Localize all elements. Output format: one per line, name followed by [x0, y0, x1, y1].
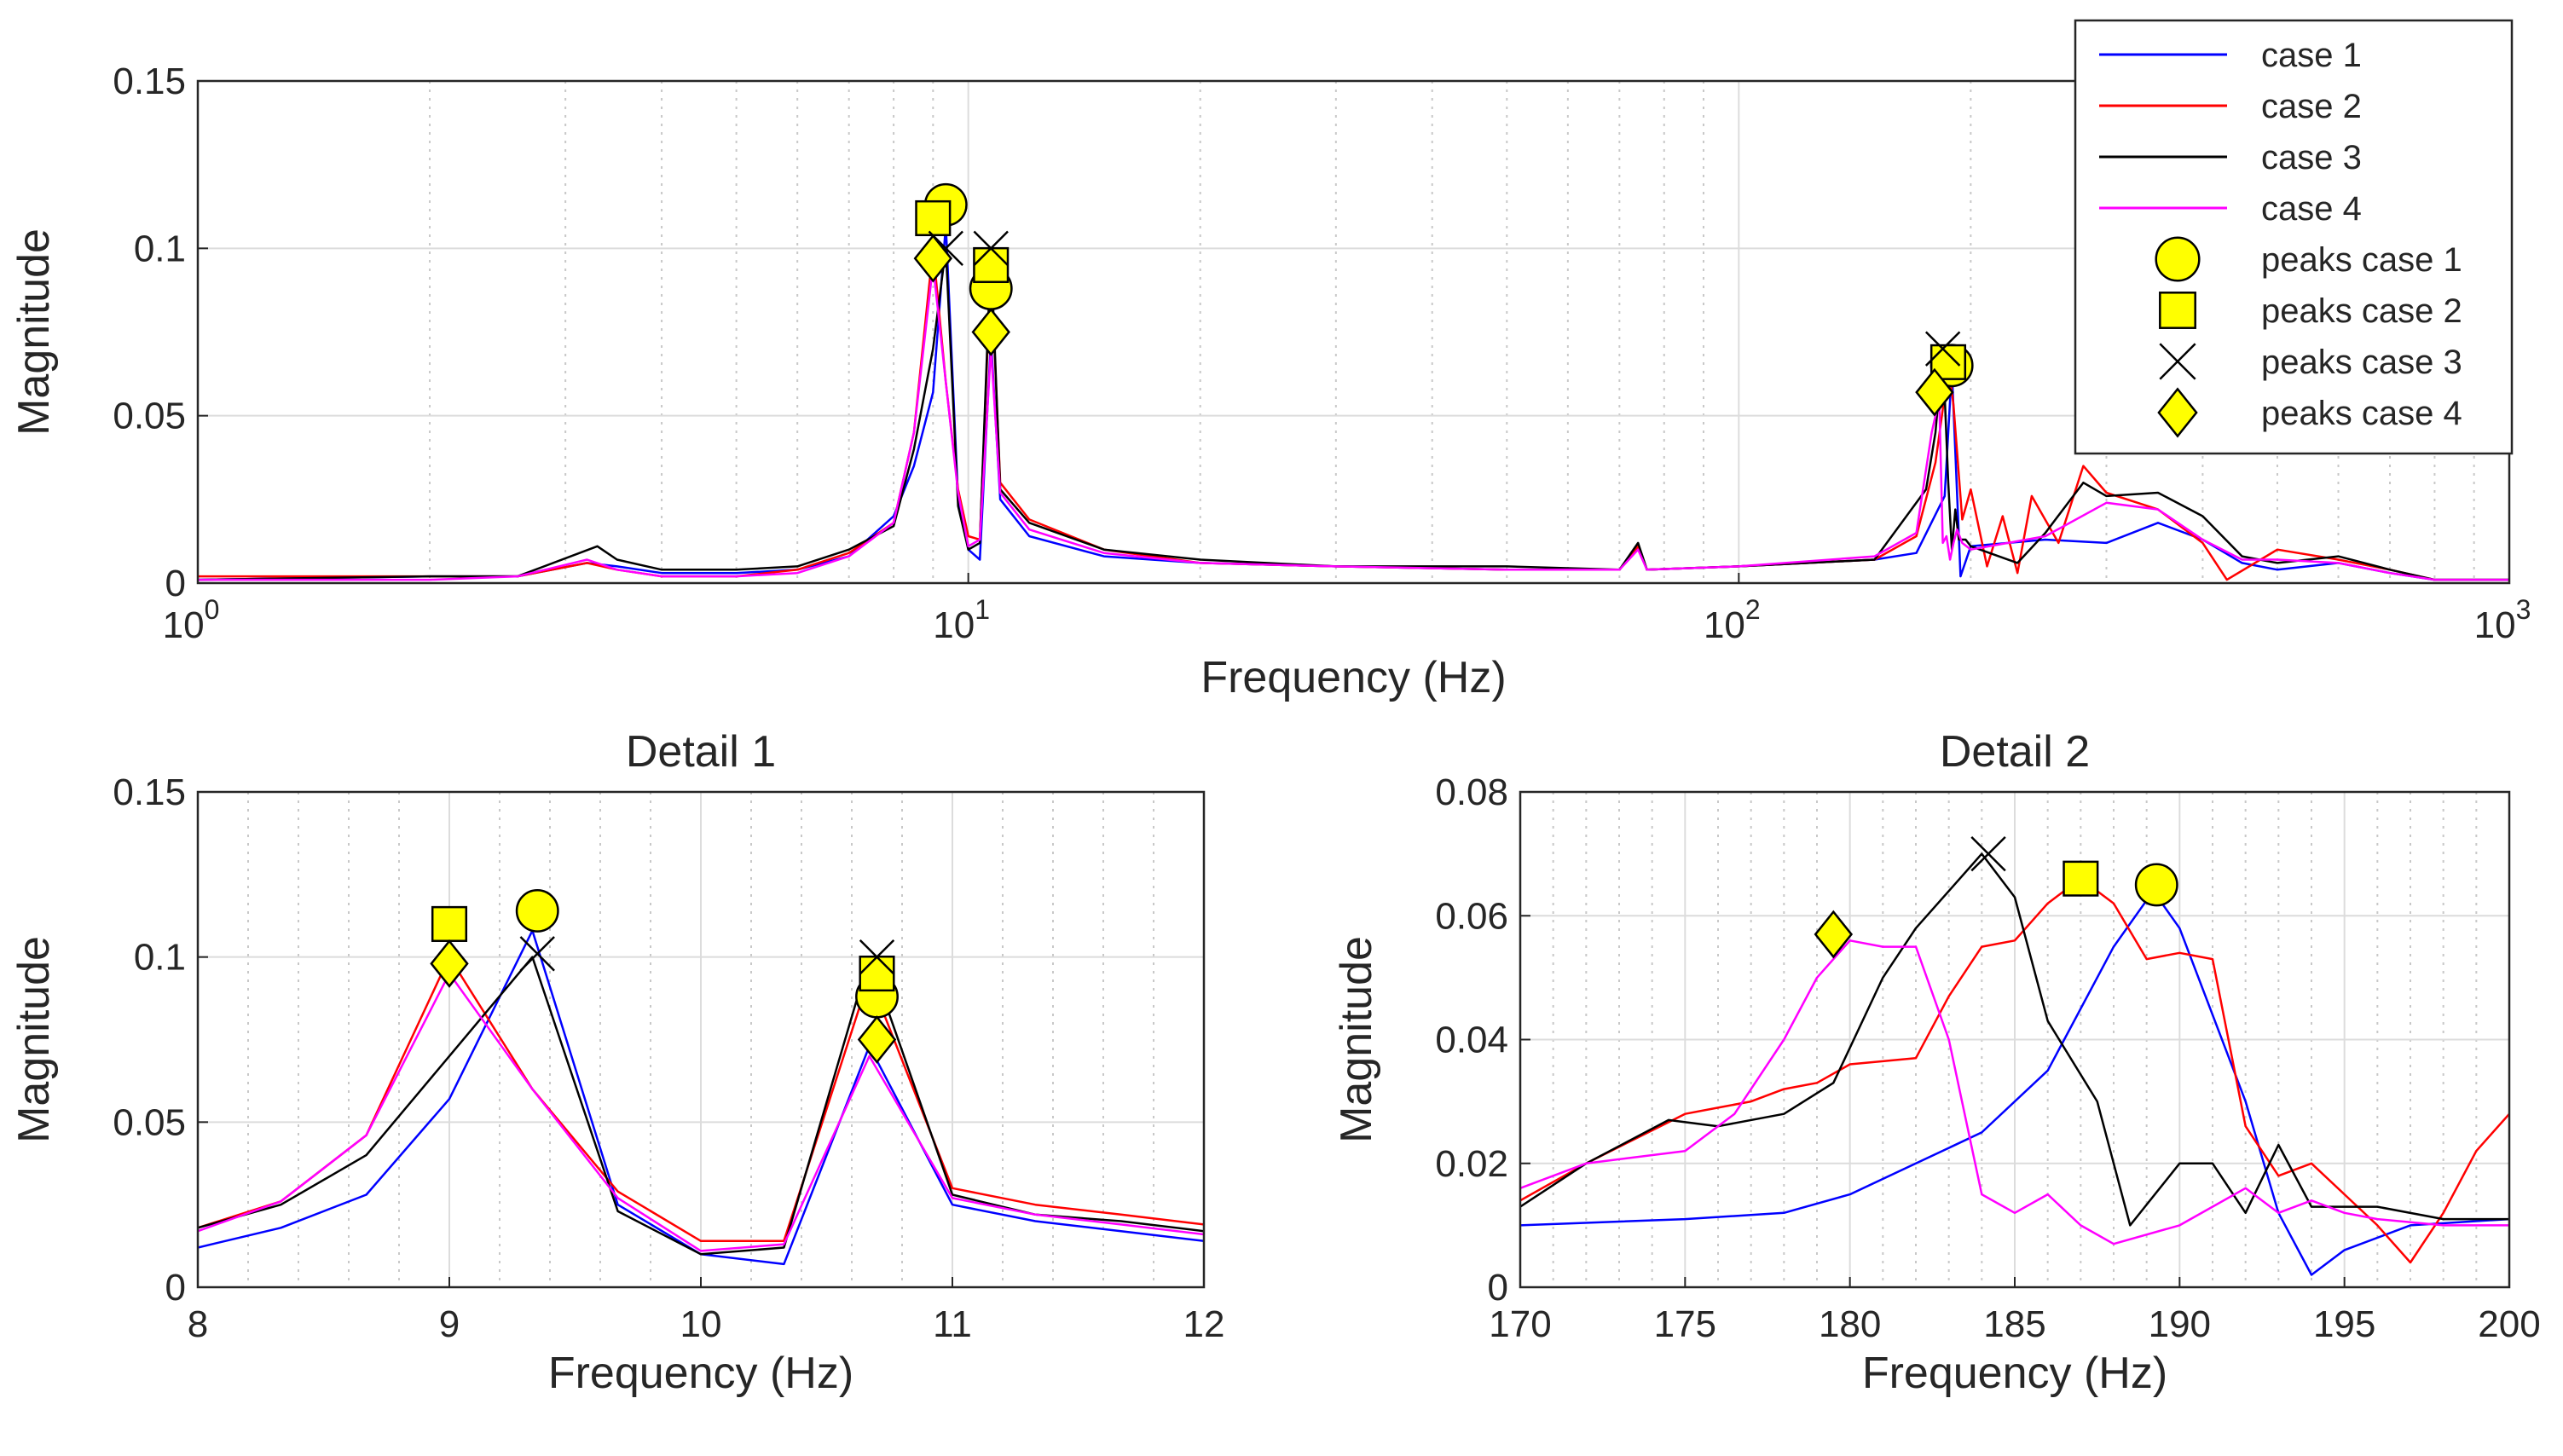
- y-tick-label: 0.15: [113, 771, 186, 813]
- peak-marker-case-4: [1814, 910, 1854, 959]
- peak-marker-case-4: [913, 234, 953, 283]
- y-axis-label: Magnitude: [1332, 936, 1381, 1143]
- peak-markers: [913, 182, 1974, 417]
- y-axis-label: Magnitude: [9, 936, 59, 1143]
- legend-marker-circle: [2155, 236, 2201, 282]
- peak-marker-case-3: [859, 939, 895, 975]
- x-tick-label: 8: [188, 1303, 208, 1345]
- x-tick-label: 11: [933, 1303, 972, 1345]
- peak-markers: [430, 888, 899, 1064]
- y-tick-label: 0.1: [134, 228, 186, 269]
- y-tick-label: 0.04: [1435, 1020, 1508, 1061]
- x-axis-label: Frequency (Hz): [1862, 1349, 2167, 1398]
- x-axis-label: Frequency (Hz): [1201, 653, 1506, 702]
- peak-marker-case-1: [515, 888, 559, 933]
- legend-label: case 1: [2261, 37, 2362, 74]
- y-tick-label: 0.05: [113, 1101, 186, 1143]
- peak-marker-case-2: [431, 905, 468, 942]
- series-line-case-1: [1520, 889, 2509, 1276]
- legend-label: peaks case 4: [2261, 395, 2462, 432]
- x-tick-label: 195: [2313, 1303, 2375, 1345]
- legend-label: peaks case 1: [2261, 241, 2462, 279]
- legend-marker-diamond: [2157, 387, 2198, 438]
- x-tick-label: 100: [163, 594, 220, 646]
- peak-marker-case-2: [859, 955, 895, 992]
- x-tick-label: 101: [933, 594, 990, 646]
- series-line-case-4: [198, 972, 1204, 1252]
- peak-marker-case-3: [1970, 835, 2006, 872]
- x-tick-label: 175: [1654, 1303, 1716, 1345]
- peak-marker-case-3: [973, 230, 1009, 267]
- y-tick-label: 0.08: [1435, 771, 1508, 813]
- peak-marker-case-4: [430, 939, 469, 988]
- peak-marker-case-4: [1915, 367, 1954, 417]
- series-group: [198, 223, 2509, 581]
- peak-marker-case-2: [973, 246, 1010, 284]
- x-tick-label: 10: [680, 1303, 722, 1345]
- legend-label: peaks case 2: [2261, 292, 2462, 330]
- series-group: [198, 929, 1204, 1266]
- y-tick-label: 0: [165, 563, 186, 604]
- legend-marker-square: [2159, 292, 2196, 329]
- x-axis-label: Frequency (Hz): [548, 1349, 853, 1398]
- detail-1-plot: 0 0.05 0.1 0.15 8 9 10 11 12 Frequency (Hz) Magnit…: [9, 727, 1224, 1398]
- y-axis-label: Magnitude: [9, 228, 59, 436]
- legend-label: case 3: [2261, 139, 2362, 176]
- plot-title: Detail 1: [626, 727, 776, 777]
- plot-title: Detail 2: [1940, 727, 2090, 777]
- legend-label: peaks case 3: [2261, 344, 2462, 381]
- series-line-case-4: [1520, 939, 2509, 1245]
- peak-marker-case-3: [519, 936, 555, 972]
- legend-label: case 2: [2261, 88, 2362, 125]
- detail-2-plot: 0 0.02 0.04 0.06 0.08 170 175 180 185 190 195 200 Fr…: [1332, 727, 2541, 1398]
- series-line-case-4: [198, 263, 2509, 581]
- x-tick-label: 190: [2149, 1303, 2211, 1345]
- x-tick-label: 103: [2474, 594, 2531, 646]
- x-tick-label: 170: [1489, 1303, 1551, 1345]
- y-tick-label: 0.15: [113, 61, 186, 102]
- series-line-case-3: [1520, 852, 2509, 1227]
- y-tick-label: 0.06: [1435, 895, 1508, 937]
- series-line-case-3: [198, 247, 2509, 581]
- peak-marker-case-2: [2063, 860, 2099, 897]
- legend: case 1 case 2 case 3 case 4 peaks case 1 peak…: [2074, 19, 2514, 455]
- peak-marker-case-1: [2134, 863, 2178, 907]
- legend-marker-x: [2159, 343, 2196, 380]
- peak-marker-case-2: [915, 199, 952, 237]
- x-tick-label: 200: [2478, 1303, 2540, 1345]
- x-tick-label: 102: [1704, 594, 1761, 646]
- x-tick-label: 12: [1183, 1303, 1225, 1345]
- peak-markers: [1814, 835, 2178, 959]
- x-tick-label: 9: [439, 1303, 460, 1345]
- x-tick-label: 185: [1983, 1303, 2045, 1345]
- y-tick-label: 0: [1488, 1267, 1508, 1309]
- legend-box: [2074, 19, 2514, 455]
- legend-label: case 4: [2261, 190, 2362, 228]
- y-tick-label: 0: [165, 1267, 186, 1309]
- peak-marker-case-4: [857, 1015, 897, 1064]
- x-tick-label: 180: [1819, 1303, 1881, 1345]
- y-tick-label: 0.05: [113, 396, 186, 437]
- peak-marker-case-3: [1924, 331, 1961, 367]
- peak-marker-case-4: [971, 308, 1010, 356]
- y-tick-label: 0.1: [134, 937, 186, 979]
- y-tick-label: 0.02: [1435, 1143, 1508, 1185]
